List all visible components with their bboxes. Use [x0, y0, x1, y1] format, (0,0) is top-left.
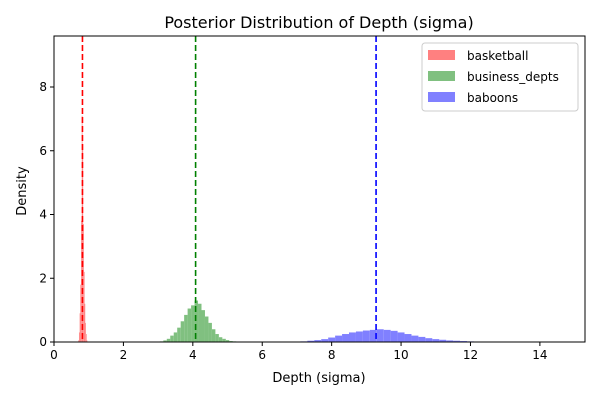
histogram-bar-business_depts: [212, 329, 215, 342]
histogram-bar-basketball: [79, 332, 80, 342]
histogram-bar-baboons: [377, 329, 384, 342]
x-tick-label: 2: [120, 348, 128, 362]
y-axis-label: Density: [15, 166, 30, 216]
y-tick-label: 4: [39, 208, 47, 222]
x-tick-label: 4: [189, 348, 197, 362]
histogram-bar-baboons: [418, 337, 425, 342]
legend-label-baboons: baboons: [467, 91, 518, 105]
histogram-bar-business_depts: [191, 305, 194, 342]
histogram-bar-baboons: [328, 338, 335, 342]
histogram-bar-business_depts: [198, 304, 201, 342]
histogram-bar-business_depts: [184, 315, 187, 342]
y-tick-label: 6: [39, 144, 47, 158]
y-tick-label: 2: [39, 271, 47, 285]
histogram-bar-basketball: [86, 334, 87, 342]
histogram-bar-business_depts: [181, 321, 184, 342]
histogram-bar-basketball: [85, 323, 86, 342]
x-tick-label: 0: [50, 348, 58, 362]
x-tick-label: 6: [258, 348, 266, 362]
histogram-bar-baboons: [405, 334, 412, 342]
x-axis-label: Depth (sigma): [272, 371, 365, 386]
histogram-bar-baboons: [398, 332, 405, 342]
histogram-bar-business_depts: [174, 332, 177, 342]
legend-label-business_depts: business_depts: [467, 70, 559, 84]
histogram-bar-baboons: [391, 331, 398, 342]
histogram-bar-business_depts: [208, 323, 211, 342]
histogram-bar-business_depts: [219, 337, 222, 342]
histogram-bar-basketball: [80, 313, 81, 342]
histogram-bar-baboons: [342, 334, 349, 342]
histogram-bar-baboons: [411, 336, 418, 342]
legend-swatch-business_depts: [428, 71, 455, 81]
histogram-bar-basketball: [84, 272, 85, 342]
histogram-bar-basketball: [85, 304, 86, 342]
histogram-bar-baboons: [335, 336, 342, 342]
histogram-bar-baboons: [356, 331, 363, 342]
histogram-bar-baboons: [384, 330, 391, 342]
legend-swatch-basketball: [428, 50, 455, 60]
legend-label-basketball: basketball: [467, 49, 528, 63]
histogram-bar-business_depts: [215, 334, 218, 342]
histogram-bar-business_depts: [188, 309, 191, 342]
histogram-bar-business_depts: [170, 336, 173, 342]
x-tick-label: 10: [393, 348, 408, 362]
histogram-bar-baboons: [349, 332, 356, 342]
histogram-bar-basketball: [80, 285, 81, 342]
x-tick-label: 12: [463, 348, 478, 362]
histogram-bar-business_depts: [202, 310, 205, 342]
x-tick-label: 8: [328, 348, 336, 362]
y-tick-label: 0: [39, 335, 47, 349]
y-tick-label: 8: [39, 80, 47, 94]
histogram-bar-business_depts: [205, 317, 208, 343]
histogram-bar-baboons: [363, 331, 370, 342]
x-tick-label: 14: [532, 348, 547, 362]
histogram-bar-business_depts: [177, 328, 180, 342]
legend-swatch-baboons: [428, 92, 455, 102]
chart-title: Posterior Distribution of Depth (sigma): [164, 13, 473, 32]
histogram-bar-baboons: [425, 338, 432, 342]
